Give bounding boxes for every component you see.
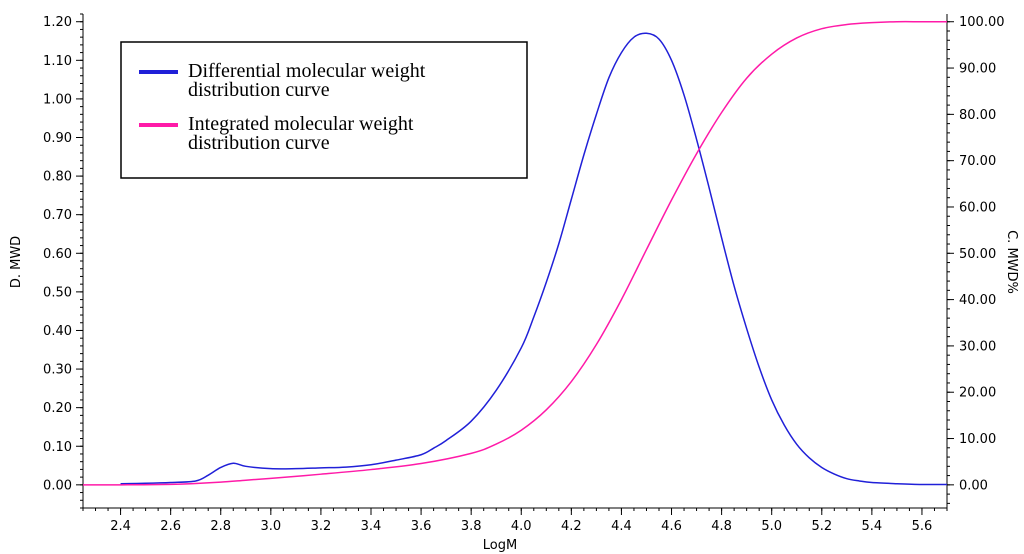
legend-label-differential-line2: distribution curve (188, 79, 330, 101)
x-tick-label: 4.8 (711, 519, 732, 534)
x-tick-label: 3.4 (361, 519, 382, 534)
y-left-axis-title: D. MWD (9, 236, 24, 288)
x-tick-label: 4.0 (511, 519, 532, 534)
y-left-tick-label: 0.30 (43, 363, 72, 378)
x-tick-label: 5.4 (862, 519, 883, 534)
y-left-tick-label: 0.20 (43, 401, 72, 416)
y-left-tick-label: 0.80 (43, 170, 72, 185)
x-tick-label: 5.2 (811, 519, 832, 534)
y-right-tick-label: 30.00 (959, 339, 996, 354)
x-tick-label: 3.6 (411, 519, 432, 534)
y-left-tick-label: 0.40 (43, 324, 72, 339)
y-left-tick-label: 1.00 (43, 92, 72, 107)
x-tick-label: 4.2 (561, 519, 582, 534)
y-right-tick-label: 50.00 (959, 247, 996, 262)
series-line-differential (120, 32, 948, 486)
y-right-tick-label: 60.00 (959, 200, 996, 215)
x-tick-label: 3.0 (260, 519, 281, 534)
x-axis-title: LogM (483, 538, 517, 553)
y-right-tick-label: 0.00 (959, 478, 988, 493)
y-right-tick-label: 90.00 (959, 62, 996, 77)
legend-box (120, 41, 528, 179)
y-left-tick-label: 0.60 (43, 247, 72, 262)
y-left-tick-label: 1.10 (43, 54, 72, 69)
y-right-axis-title: C. MWD% (1004, 230, 1019, 294)
legend-label-integrated-line1: Integrated molecular weight (188, 113, 414, 135)
y-right-tick-label: 80.00 (959, 108, 996, 123)
x-tick-label: 2.6 (160, 519, 181, 534)
x-tick-label: 3.2 (311, 519, 332, 534)
series-line-integrated (82, 20, 947, 486)
x-tick-label: 4.4 (611, 519, 632, 534)
x-tick-label: 5.0 (761, 519, 782, 534)
legend: Differential molecular weight distributi… (120, 41, 528, 179)
y-left-tick-label: 0.00 (43, 478, 72, 493)
y-right-tick-label: 10.00 (959, 432, 996, 447)
axes-layer: 2.4 2.6 2.8 3.0 3.2 3.4 3.6 3.8 4.0 4.2 4.4 4.6 4.8 5… (43, 13, 1005, 534)
y-right-tick-label: 70.00 (959, 154, 996, 169)
y-right-tick-label: 100.00 (959, 15, 1005, 30)
x-tick-label: 5.6 (912, 519, 933, 534)
x-tick-label: 3.8 (461, 519, 482, 534)
x-tick-label: 2.8 (210, 519, 231, 534)
legend-label-differential-line1: Differential molecular weight (188, 60, 426, 82)
x-tick-label: 2.4 (110, 519, 131, 534)
y-right-tick-label: 40.00 (959, 293, 996, 308)
series-layer (82, 20, 948, 486)
y-left-tick-label: 1.20 (43, 15, 72, 30)
y-left-tick-label: 0.90 (43, 131, 72, 146)
y-left-tick-label: 0.70 (43, 208, 72, 223)
y-right-tick-label: 20.00 (959, 386, 996, 401)
legend-label-integrated-line2: distribution curve (188, 132, 330, 154)
x-tick-label: 4.6 (661, 519, 682, 534)
y-left-tick-label: 0.50 (43, 285, 72, 300)
y-left-tick-label: 0.10 (43, 440, 72, 455)
